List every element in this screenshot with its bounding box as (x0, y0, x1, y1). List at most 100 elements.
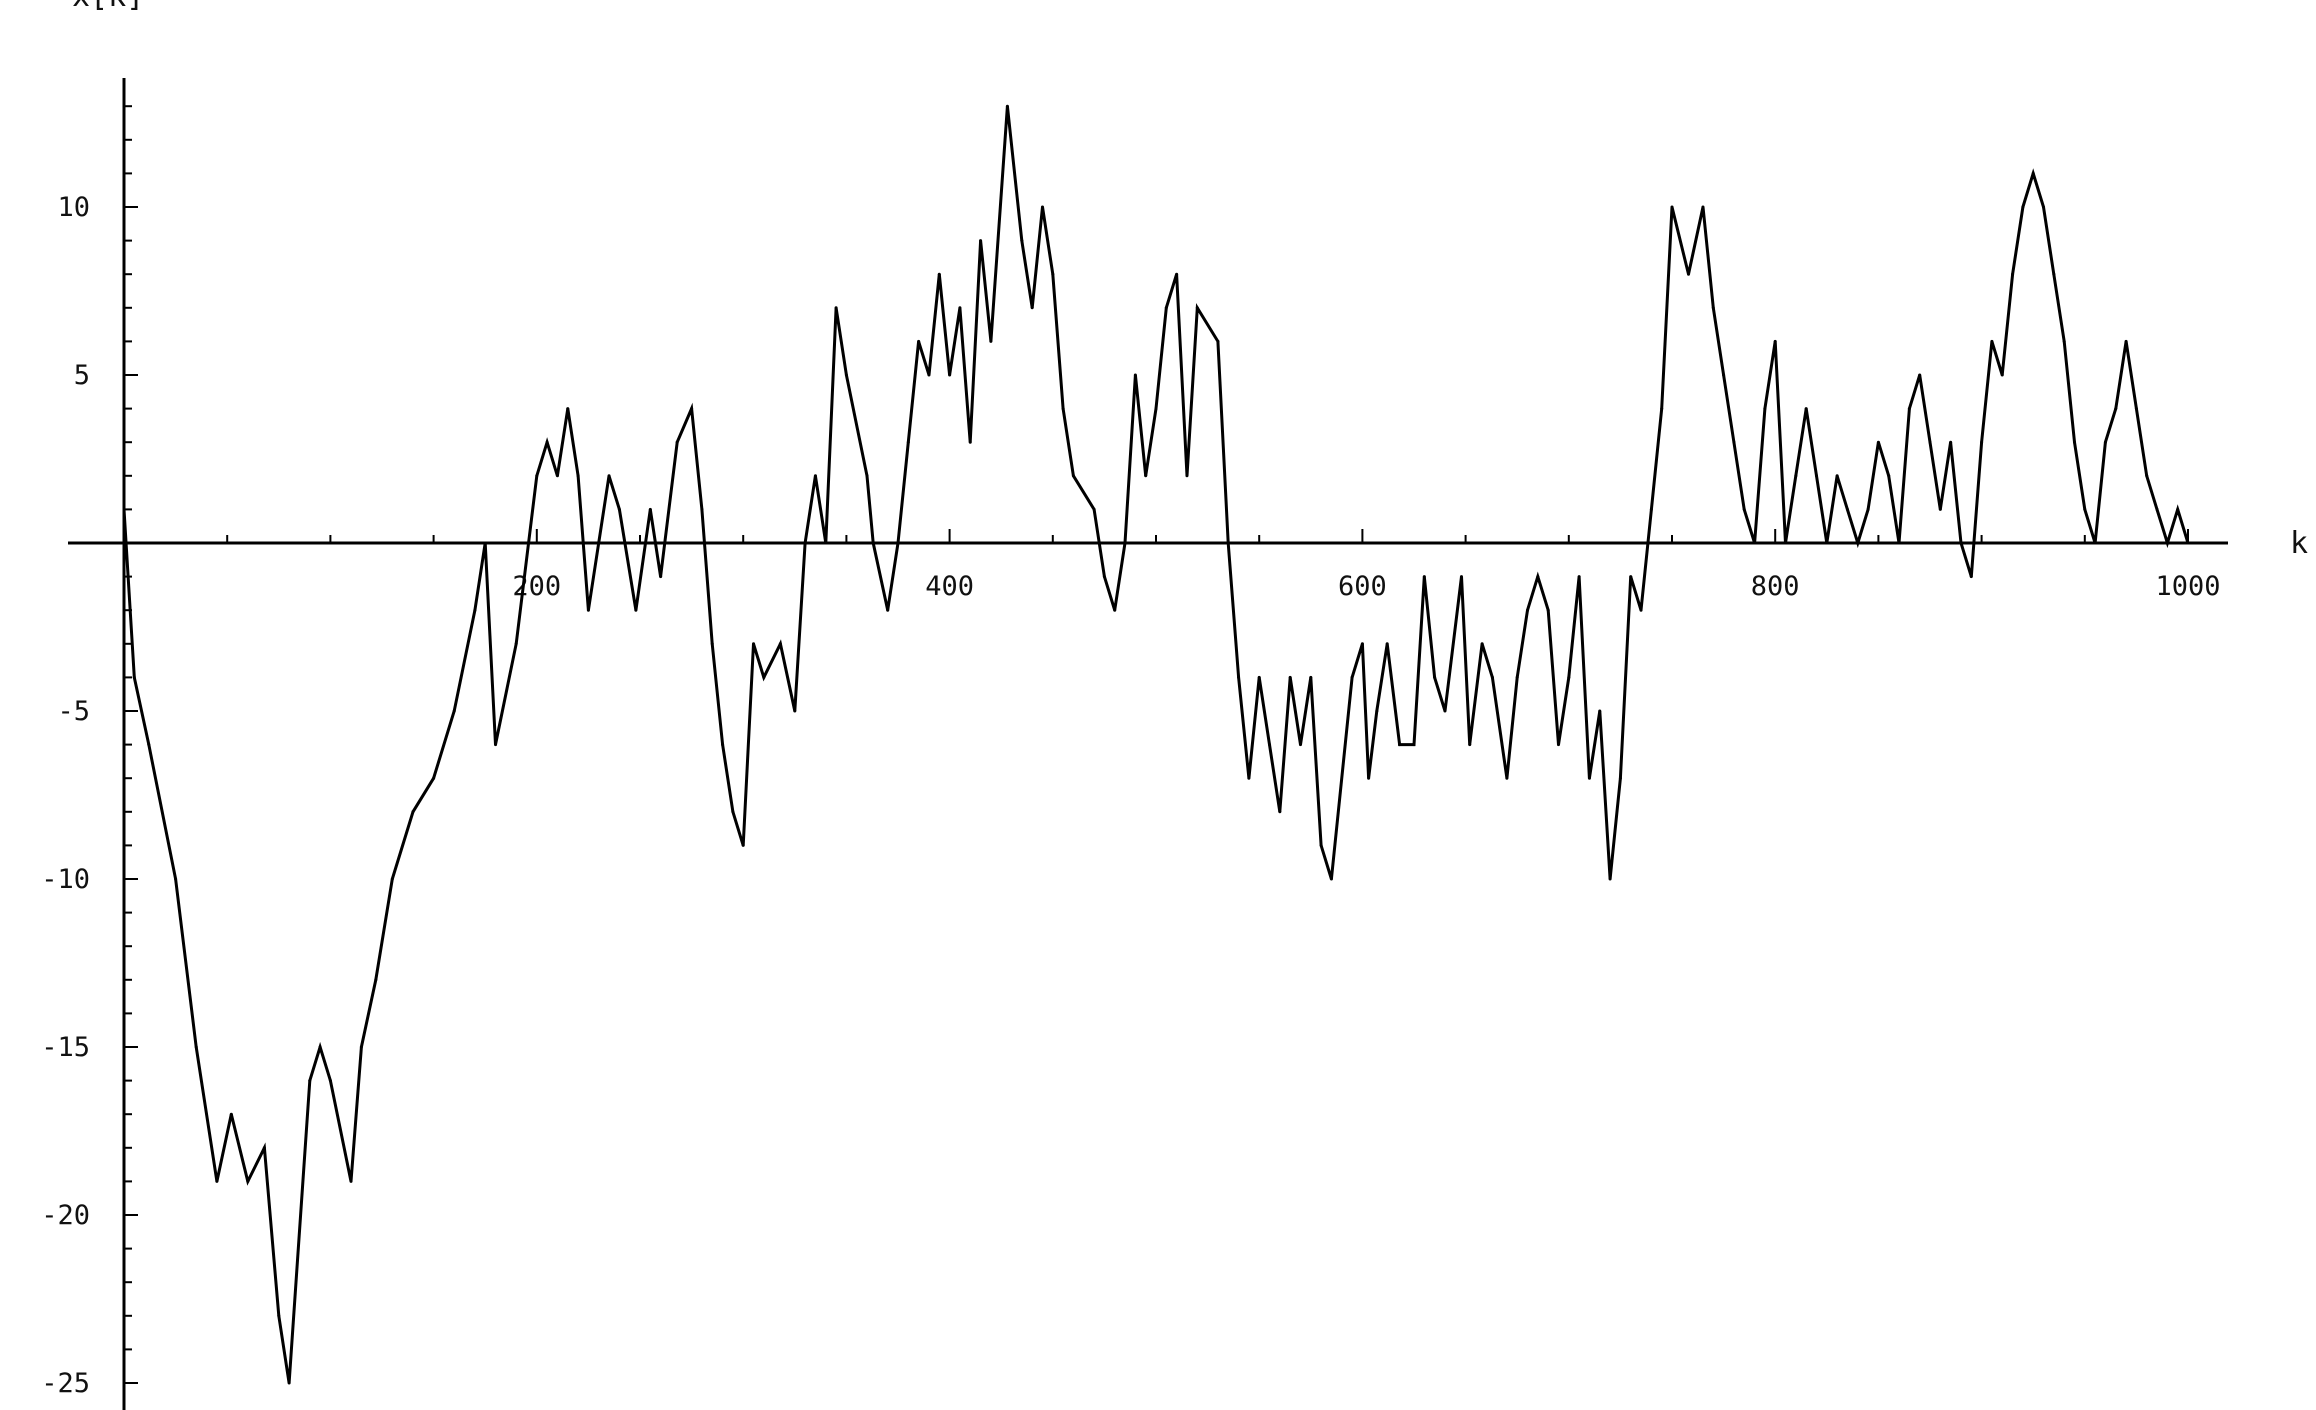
data-point (1701, 205, 1705, 209)
data-point (1773, 339, 1777, 343)
data-point (1794, 474, 1798, 478)
data-point (844, 373, 848, 377)
data-point (1897, 541, 1901, 545)
data-point (1536, 575, 1540, 579)
data-point (566, 407, 570, 411)
data-point (1288, 675, 1292, 679)
data-point (741, 843, 745, 847)
data-point (648, 507, 652, 511)
data-point (659, 575, 663, 579)
data-point (1005, 104, 1009, 108)
data-point (555, 474, 559, 478)
data-point (452, 709, 456, 713)
data-point (349, 1179, 353, 1183)
data-point (287, 1381, 291, 1385)
data-point (1938, 507, 1942, 511)
data-point (1175, 272, 1179, 276)
y-tick-label: -15 (41, 1032, 90, 1063)
data-point (262, 1146, 266, 1150)
data-point (1020, 239, 1024, 243)
data-point (1350, 675, 1354, 679)
data-point (2031, 171, 2035, 175)
data-point (473, 608, 477, 612)
data-point (1814, 474, 1818, 478)
data-point (514, 642, 518, 646)
data-point (1856, 541, 1860, 545)
y-tick-label: 5 (74, 360, 90, 391)
data-point (690, 407, 694, 411)
y-tick-label: -25 (41, 1368, 90, 1399)
data-point (1071, 474, 1075, 478)
data-point (1949, 440, 1953, 444)
data-point (2052, 272, 2056, 276)
data-point (1268, 743, 1272, 747)
data-point (2124, 339, 2128, 343)
data-point (2145, 474, 2149, 478)
data-point (1526, 608, 1530, 612)
y-ticks: 10 5 -5 -10 -15 -20 -25 (41, 105, 138, 1399)
data-point (1133, 373, 1137, 377)
data-point (1298, 743, 1302, 747)
data-point (1959, 541, 1963, 545)
data-point (1980, 440, 1984, 444)
data-point (1649, 507, 1653, 511)
data-point (1154, 407, 1158, 411)
data-point (1587, 776, 1591, 780)
data-point (865, 474, 869, 478)
data-point (1845, 507, 1849, 511)
data-point (824, 541, 828, 545)
axes: 200 400 600 800 1000 10 5 -5 -10 -15 -20 -25 (41, 78, 2228, 1410)
data-point (1515, 675, 1519, 679)
data-point (597, 541, 601, 545)
data-point (1278, 810, 1282, 814)
data-point (483, 541, 487, 545)
data-point (675, 440, 679, 444)
data-point (1629, 575, 1633, 579)
data-point (1670, 205, 1674, 209)
data-point (359, 1045, 363, 1049)
data-point (1876, 440, 1880, 444)
data-point (2103, 440, 2107, 444)
data-point (1577, 575, 1581, 579)
data-point (1804, 407, 1808, 411)
data-point (2155, 507, 2159, 511)
data-point (2176, 507, 2180, 511)
data-point (1237, 675, 1241, 679)
data-point (1257, 675, 1261, 679)
data-point (917, 339, 921, 343)
data-point (1329, 877, 1333, 881)
data-point (752, 642, 756, 646)
data-point (328, 1079, 332, 1083)
x-tick-label: 400 (925, 571, 974, 602)
data-point (721, 743, 725, 747)
y-tick-label: -5 (57, 696, 90, 727)
data-point (1226, 541, 1230, 545)
data-point (1928, 440, 1932, 444)
data-point (1887, 474, 1891, 478)
data-point (2042, 205, 2046, 209)
data-point (2134, 407, 2138, 411)
data-point (1385, 642, 1389, 646)
data-point (1195, 306, 1199, 310)
data-point (174, 877, 178, 881)
data-point (1480, 642, 1484, 646)
data-point (318, 1045, 322, 1049)
data-point (710, 642, 714, 646)
data-point (2000, 373, 2004, 377)
x-tick-label: 1000 (2155, 571, 2220, 602)
data-point (607, 474, 611, 478)
data-point (1639, 608, 1643, 612)
data-point (1907, 407, 1911, 411)
data-point (1216, 339, 1220, 343)
data-point (2072, 440, 2076, 444)
data-point (1866, 507, 1870, 511)
data-point (2021, 205, 2025, 209)
data-point (886, 608, 890, 612)
data-point (1687, 272, 1691, 276)
data-point (147, 743, 151, 747)
data-point (762, 675, 766, 679)
y-tick-label: 10 (57, 192, 90, 223)
data-point (1030, 306, 1034, 310)
data-point (948, 373, 952, 377)
